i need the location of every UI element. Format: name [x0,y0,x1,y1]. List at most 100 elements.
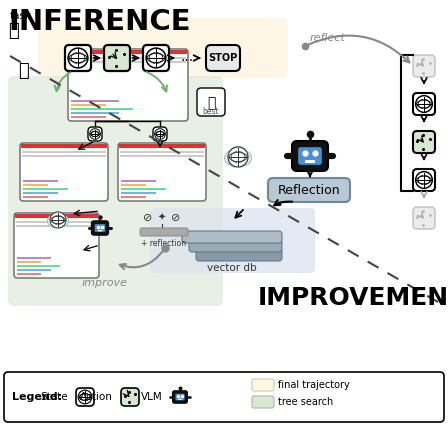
Circle shape [224,151,239,165]
Circle shape [235,156,246,167]
Text: Legend:: Legend: [12,392,62,402]
FancyBboxPatch shape [175,393,185,401]
Bar [23,179,58,182]
FancyBboxPatch shape [143,45,169,71]
Circle shape [237,151,251,165]
FancyBboxPatch shape [197,88,225,116]
FancyBboxPatch shape [305,160,315,163]
Text: ✦: ✦ [158,213,166,223]
FancyBboxPatch shape [153,127,167,141]
FancyBboxPatch shape [413,55,435,77]
Text: 👑: 👑 [207,96,215,110]
FancyBboxPatch shape [413,169,435,191]
FancyBboxPatch shape [98,230,103,231]
Text: Action: Action [80,392,113,402]
Circle shape [416,172,432,188]
Bar [70,60,186,63]
Text: ⊘: ⊘ [171,213,181,223]
Circle shape [56,219,65,228]
Circle shape [68,48,88,68]
Bar [16,225,97,227]
Text: 🌲: 🌲 [18,62,29,80]
Bar [23,192,58,194]
FancyArrowPatch shape [307,35,409,62]
FancyBboxPatch shape [118,143,206,201]
Bar [121,179,156,182]
Bar [22,150,106,153]
Circle shape [57,216,69,227]
Bar [15,213,98,218]
Bar [69,49,187,54]
FancyBboxPatch shape [150,208,315,273]
FancyBboxPatch shape [91,221,108,235]
FancyBboxPatch shape [413,131,435,153]
Bar [17,256,51,259]
FancyBboxPatch shape [196,249,282,261]
FancyBboxPatch shape [65,45,91,71]
Bar [71,107,133,110]
Text: best: best [202,107,220,116]
Bar [71,100,119,102]
FancyBboxPatch shape [252,396,274,408]
Circle shape [90,129,100,139]
FancyBboxPatch shape [206,45,240,71]
FancyBboxPatch shape [20,143,108,201]
FancyBboxPatch shape [76,388,94,406]
FancyBboxPatch shape [94,224,106,233]
FancyBboxPatch shape [4,372,444,422]
Bar [121,196,146,198]
FancyBboxPatch shape [68,49,188,121]
FancyBboxPatch shape [8,76,223,306]
Bar [120,155,204,157]
Bar [121,192,156,194]
FancyBboxPatch shape [88,127,102,141]
Bar [71,115,105,118]
Text: State: State [40,392,68,402]
FancyBboxPatch shape [413,207,435,229]
Bar [119,144,205,148]
FancyBboxPatch shape [292,141,328,171]
FancyBboxPatch shape [38,18,288,78]
Bar [121,184,146,186]
Text: final trajectory: final trajectory [278,380,350,390]
Text: Reflection: Reflection [278,184,340,196]
FancyBboxPatch shape [121,388,139,406]
Circle shape [155,129,165,139]
Text: vector db: vector db [207,263,257,273]
Text: ...: ... [181,50,194,64]
FancyBboxPatch shape [140,228,188,236]
Bar [120,150,204,153]
Text: VLM: VLM [141,392,163,402]
Text: improve: improve [82,278,128,288]
FancyBboxPatch shape [182,231,282,243]
FancyBboxPatch shape [268,178,350,202]
Bar [23,196,48,198]
Circle shape [78,390,92,404]
Bar [17,273,41,275]
Text: STOP: STOP [208,53,237,63]
Bar [121,187,166,190]
FancyBboxPatch shape [14,213,99,278]
FancyBboxPatch shape [189,240,282,252]
FancyBboxPatch shape [297,147,323,165]
Text: task: task [10,11,32,21]
Circle shape [229,146,247,164]
Bar [17,268,51,271]
Bar [21,144,107,148]
Text: reflect: reflect [310,33,346,43]
FancyBboxPatch shape [413,93,435,115]
Circle shape [229,156,240,167]
Text: IMPROVEMENT: IMPROVEMENT [258,286,448,310]
Circle shape [146,48,166,68]
Circle shape [50,212,66,228]
Circle shape [416,96,432,112]
Text: 🔍: 🔍 [8,22,19,40]
Circle shape [228,147,248,167]
Bar [16,221,97,223]
Bar [71,104,105,106]
Bar [22,155,106,157]
Circle shape [47,216,59,227]
FancyBboxPatch shape [178,399,182,400]
FancyBboxPatch shape [172,391,188,403]
Circle shape [51,212,65,226]
